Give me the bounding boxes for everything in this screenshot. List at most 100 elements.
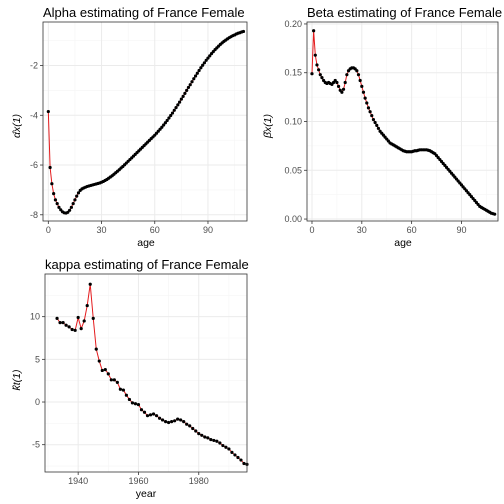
panel-border xyxy=(306,21,499,222)
data-point xyxy=(371,117,376,122)
data-point xyxy=(230,450,234,454)
data-point xyxy=(154,414,159,418)
data-point xyxy=(193,74,198,78)
data-point xyxy=(115,380,119,384)
data-point xyxy=(208,54,212,58)
data-point xyxy=(69,205,73,209)
y-tick-label: 0.20 xyxy=(284,19,302,29)
y-tick-label: 0.00 xyxy=(284,214,302,224)
data-point xyxy=(368,110,372,114)
data-point xyxy=(206,56,210,60)
data-point xyxy=(177,100,182,104)
data-point xyxy=(341,87,346,91)
data-point xyxy=(336,84,341,88)
data-point xyxy=(197,431,201,436)
alpha-plot-area xyxy=(42,21,248,222)
alpha-x-axis-label: age xyxy=(137,237,155,249)
data-point xyxy=(174,105,178,110)
beta-grid: 0 30 60 90 0.00 0.05 0.10 0.15 0.20 xyxy=(284,19,498,235)
data-point xyxy=(75,194,79,198)
data-point xyxy=(127,397,132,402)
data-point xyxy=(312,29,316,33)
y-tick-label: -2 xyxy=(30,61,38,71)
data-point xyxy=(136,402,141,407)
x-tick-label: 0 xyxy=(309,225,314,235)
alpha-grid: 0 30 60 90 -8 -6 -4 -2 xyxy=(30,22,247,235)
data-point xyxy=(52,192,56,196)
data-point xyxy=(163,121,167,125)
data-point xyxy=(356,73,361,77)
beta-title: Beta estimating of France Female xyxy=(307,5,502,20)
data-point xyxy=(179,418,183,422)
data-point xyxy=(197,68,201,73)
data-point xyxy=(194,429,198,433)
x-tick-label: 90 xyxy=(203,225,213,235)
data-point xyxy=(209,437,213,442)
data-point xyxy=(79,327,83,331)
data-point xyxy=(320,76,324,80)
y-tick-label: -4 xyxy=(30,110,38,120)
data-point xyxy=(200,433,204,437)
data-point xyxy=(76,315,80,320)
data-point xyxy=(170,111,175,115)
data-point xyxy=(358,78,362,83)
data-point xyxy=(242,461,246,466)
data-point xyxy=(85,303,89,308)
y-tick-label: 0.15 xyxy=(284,68,302,78)
data-point xyxy=(183,91,187,95)
data-point xyxy=(55,316,59,320)
data-point xyxy=(185,422,189,426)
data-point xyxy=(103,367,107,372)
data-point xyxy=(70,327,74,332)
data-point xyxy=(202,61,207,65)
data-point xyxy=(151,412,156,416)
kappa-panel: kappa estimating of France Female 1940 19… xyxy=(11,257,249,500)
data-point xyxy=(195,71,199,75)
data-point xyxy=(239,458,243,462)
data-point xyxy=(71,201,75,206)
series-line xyxy=(47,30,244,214)
data-point xyxy=(173,419,177,423)
data-point xyxy=(363,96,367,100)
data-point xyxy=(169,113,173,118)
x-tick-label: 60 xyxy=(407,225,417,235)
y-tick-label: 0 xyxy=(35,397,40,407)
data-point xyxy=(199,66,203,70)
y-tick-label: 0.10 xyxy=(284,117,302,127)
kappa-y-axis-label: k̂t(1) xyxy=(11,370,23,391)
data-point xyxy=(73,328,77,332)
data-point xyxy=(204,58,208,62)
data-point xyxy=(172,108,176,112)
data-point xyxy=(160,125,164,129)
data-point xyxy=(335,80,339,85)
data-point xyxy=(345,73,349,77)
data-point xyxy=(186,85,191,90)
data-point xyxy=(318,73,322,77)
data-point xyxy=(376,126,381,130)
data-point xyxy=(191,426,195,431)
y-tick-label: -8 xyxy=(30,210,38,220)
x-tick-label: 0 xyxy=(46,225,51,235)
data-point xyxy=(227,447,231,451)
x-tick-label: 30 xyxy=(97,225,107,235)
x-tick-label: 30 xyxy=(357,225,367,235)
data-point xyxy=(50,182,54,186)
alpha-panel: Alpha estimating of France Female 0 30 60 9… xyxy=(11,5,248,249)
data-point xyxy=(365,101,369,105)
data-point xyxy=(236,455,240,460)
y-tick-label: 0.05 xyxy=(284,165,302,175)
kappa-x-axis-label: year xyxy=(136,488,157,500)
series-line xyxy=(311,30,495,215)
data-point xyxy=(188,424,192,428)
data-point xyxy=(130,401,135,405)
data-point xyxy=(118,387,122,391)
data-point xyxy=(241,29,246,34)
x-tick-label: 60 xyxy=(150,225,160,235)
data-point xyxy=(313,53,317,57)
data-point xyxy=(315,63,319,67)
beta-panel: Beta estimating of France Female 0 30 60 90… xyxy=(262,5,502,249)
x-tick-label: 90 xyxy=(456,225,466,235)
data-point xyxy=(94,347,98,351)
data-point xyxy=(190,80,194,84)
